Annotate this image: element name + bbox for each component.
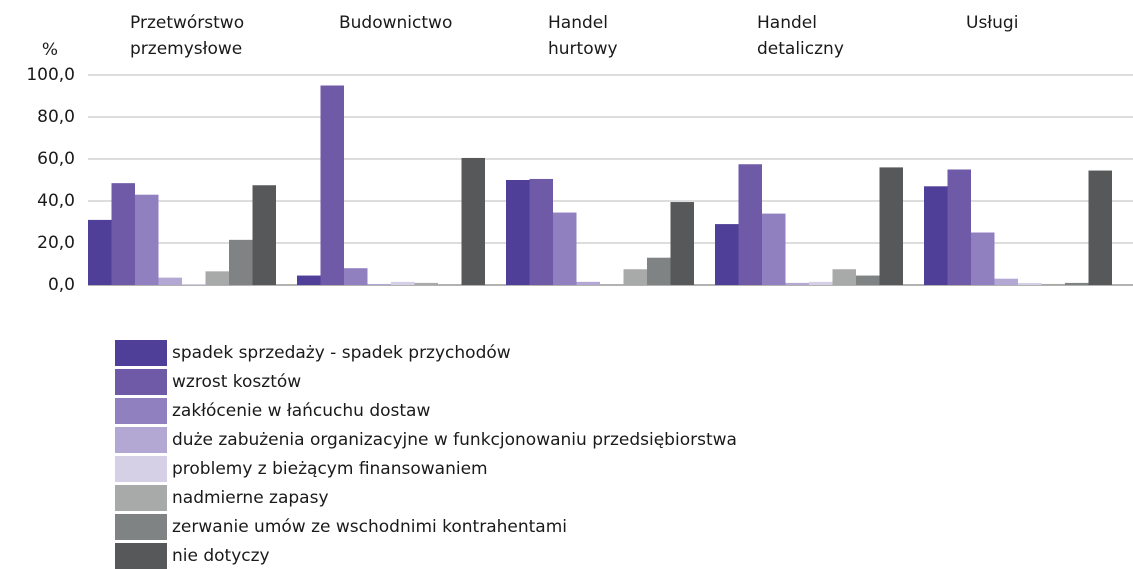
y-tick-label: 20,0 — [37, 233, 75, 253]
legend-swatch — [115, 485, 167, 511]
legend-label: nie dotyczy — [172, 546, 270, 566]
bar — [1041, 283, 1065, 285]
bar — [762, 213, 786, 285]
bar — [88, 219, 112, 285]
bar — [111, 183, 135, 285]
bar — [832, 269, 856, 285]
bar — [879, 167, 903, 285]
y-tick-label: 100,0 — [26, 65, 75, 85]
bar — [506, 180, 530, 285]
bar — [785, 282, 809, 285]
bar — [647, 257, 671, 285]
bar — [414, 282, 438, 285]
legend-label: wzrost kosztów — [172, 372, 301, 392]
legend-label: zakłócenie w łańcuchu dostaw — [172, 401, 430, 421]
bar — [205, 271, 229, 285]
bar — [297, 275, 321, 285]
bar — [670, 202, 694, 285]
legend-label: zerwanie umów ze wschodnimi kontrahentam… — [172, 517, 567, 537]
bar — [182, 283, 206, 285]
bar — [344, 268, 368, 285]
bar — [229, 239, 253, 285]
bar — [135, 194, 159, 285]
bar — [971, 232, 995, 285]
bar — [715, 224, 739, 285]
bar — [576, 281, 600, 285]
legend-swatch — [115, 369, 167, 395]
legend-label: problemy z bieżącym finansowaniem — [172, 459, 488, 479]
bar — [391, 281, 415, 285]
bar — [856, 275, 880, 285]
category-label: Usługi — [966, 13, 1019, 33]
bar — [252, 185, 276, 285]
bar — [1018, 282, 1042, 285]
bar — [553, 212, 577, 285]
y-tick-label: 0,0 — [48, 275, 75, 295]
bar — [529, 178, 553, 285]
legend-label: duże zabużenia organizacyjne w funkcjono… — [172, 430, 737, 450]
bar — [947, 169, 971, 285]
bar — [320, 85, 344, 285]
legend-swatch — [115, 427, 167, 453]
category-label: Przetwórstwo przemysłowe — [130, 13, 245, 59]
legend-swatch — [115, 543, 167, 569]
bar — [994, 278, 1018, 285]
bar — [461, 157, 485, 285]
y-tick-label: 60,0 — [37, 149, 75, 169]
bar — [623, 269, 647, 285]
bar — [158, 277, 182, 285]
category-label: Budownictwo — [339, 13, 453, 33]
bar — [924, 186, 948, 285]
bar — [738, 164, 762, 285]
legend-swatch — [115, 514, 167, 540]
bar — [1088, 170, 1112, 285]
legend-swatch — [115, 340, 167, 366]
category-label: Handel hurtowy — [548, 13, 618, 59]
legend-label: nadmierne zapasy — [172, 488, 329, 508]
legend-label: spadek sprzedaży - spadek przychodów — [172, 343, 511, 363]
legend-swatch — [115, 456, 167, 482]
y-tick-label: 40,0 — [37, 191, 75, 211]
bar — [367, 283, 391, 285]
category-label: Handel detaliczny — [757, 13, 844, 59]
y-axis-label: % — [42, 40, 58, 60]
legend-swatch — [115, 398, 167, 424]
bar — [1065, 282, 1089, 285]
bar — [809, 281, 833, 285]
y-tick-label: 80,0 — [37, 107, 75, 127]
